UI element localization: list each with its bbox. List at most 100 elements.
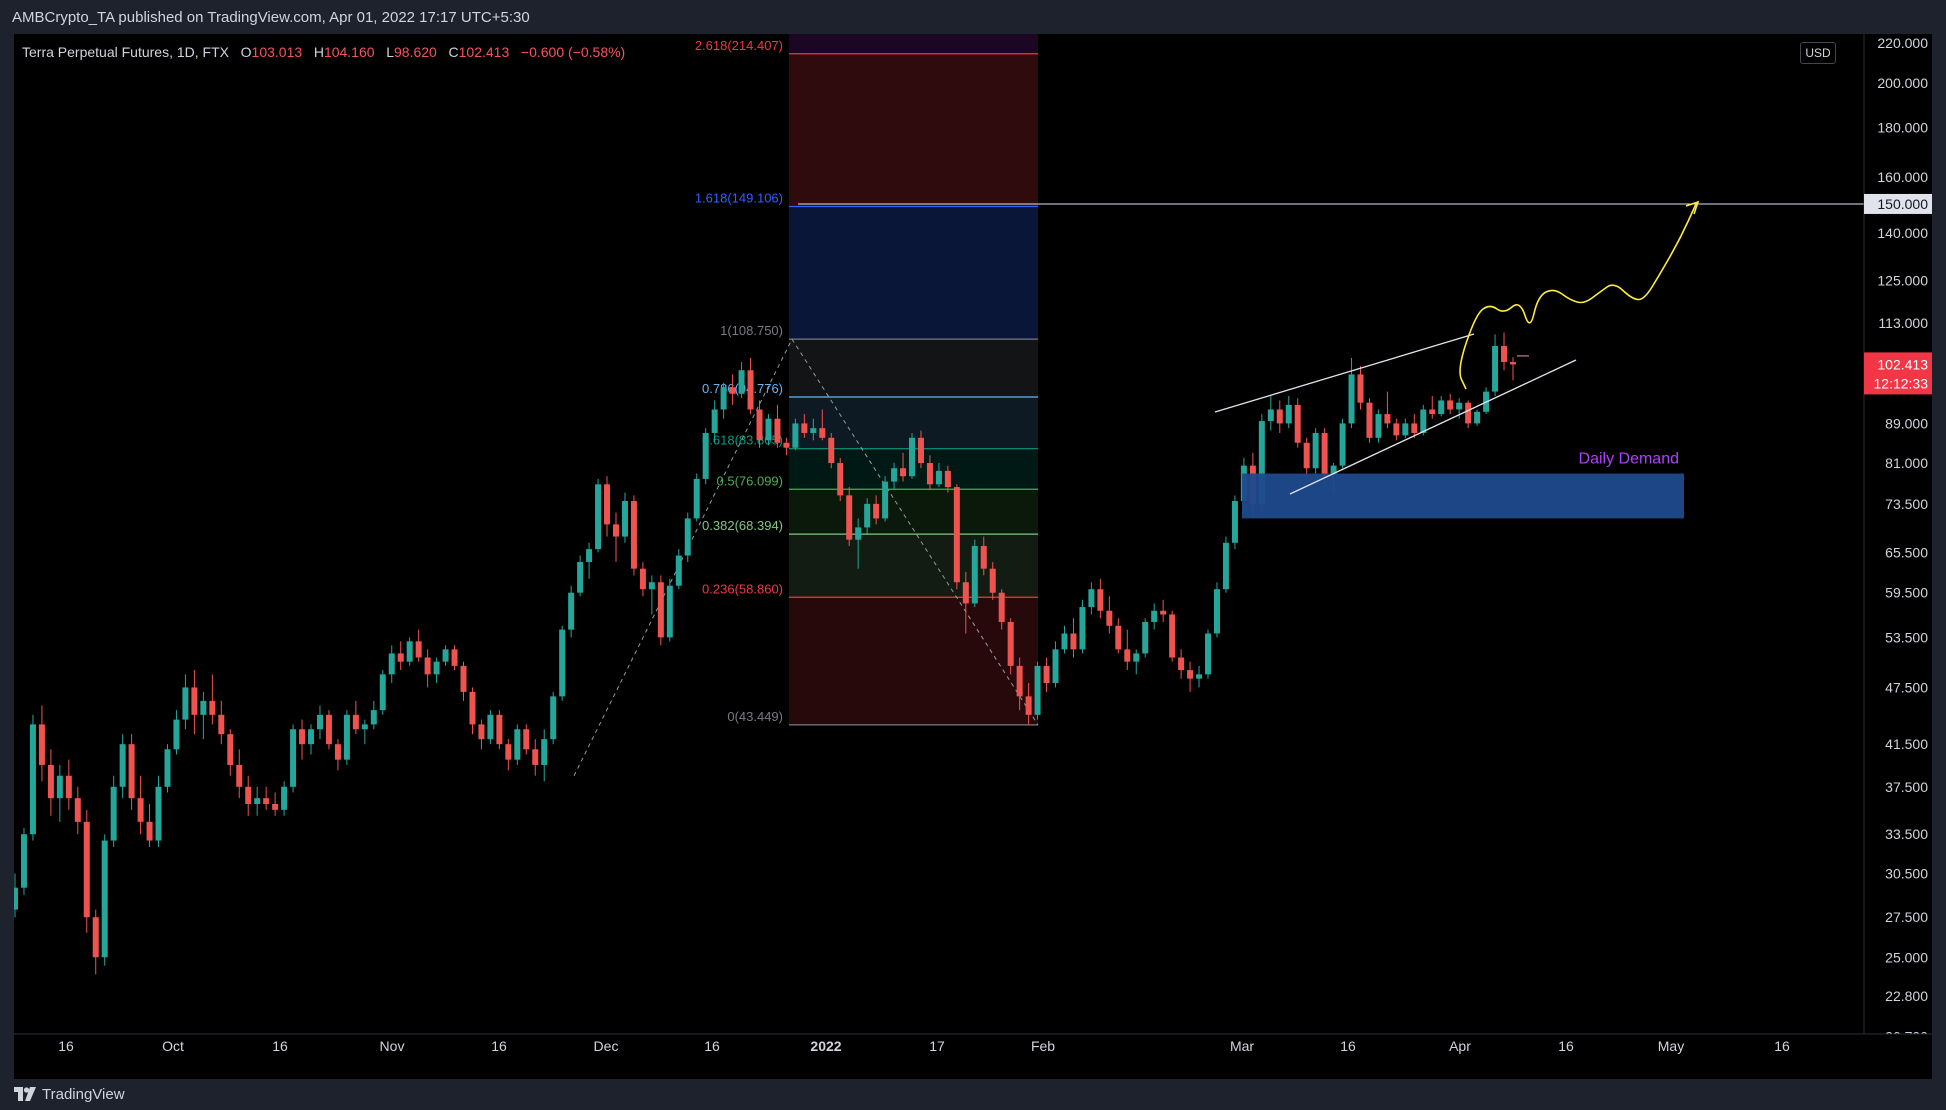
candle (496, 710, 503, 750)
price-tick-label: 30.500 (1885, 866, 1928, 882)
candle (630, 495, 637, 576)
candle (1474, 409, 1481, 426)
candle (612, 512, 619, 563)
candle (675, 549, 682, 590)
candle (559, 625, 566, 701)
candle-body (236, 764, 243, 787)
candle-body (1007, 621, 1014, 666)
candle-body (595, 484, 602, 550)
candle-body (756, 409, 763, 441)
candle-body (1429, 409, 1436, 415)
candle-body (837, 463, 844, 496)
candle-body (1294, 404, 1301, 443)
candle-body (290, 729, 297, 787)
candle-body (523, 729, 530, 750)
candle-body (1187, 670, 1194, 679)
candle (666, 578, 673, 642)
candle-body (1115, 625, 1122, 650)
price-tick-label: 22.800 (1885, 988, 1928, 1004)
candle-body (406, 641, 413, 662)
chart-area[interactable]: 0(43.449) 0.236(58.860) 0.382(68.394) 0.5(7… (12, 34, 1932, 1079)
close-label: C (448, 44, 459, 60)
fib-level-label: 1(108.750) (720, 323, 783, 338)
candle-body (496, 714, 503, 745)
candle-body (1205, 633, 1212, 675)
candle (819, 409, 826, 441)
candle-body (1151, 610, 1158, 622)
candle (756, 400, 763, 448)
price-tick-label: 25.000 (1885, 949, 1928, 965)
candle (935, 463, 942, 488)
symbol-legend: Terra Perpetual Futures, 1D, FTX O103.01… (22, 44, 625, 60)
candle (352, 700, 359, 735)
candle (442, 645, 449, 666)
candle (720, 382, 727, 419)
low-value: 98.620 (394, 44, 437, 60)
candle-body (1348, 374, 1355, 424)
price-level-tag-bg (1864, 193, 1932, 214)
price-chart[interactable]: 0(43.449) 0.236(58.860) 0.382(68.394) 0.5(7… (12, 34, 1932, 1079)
candle (191, 670, 198, 735)
drawings-layer[interactable]: Daily Demand (798, 200, 1864, 519)
candle-body (1438, 400, 1445, 415)
candle-body (720, 387, 727, 410)
candle-body (1447, 400, 1454, 410)
fib-level-label: 0.618(83.805) (702, 433, 783, 448)
candle (1492, 334, 1499, 396)
candle (926, 455, 933, 490)
candle-body (639, 568, 646, 590)
candle (900, 452, 907, 482)
candle-body (451, 649, 458, 666)
time-tick-label: 16 (1558, 1038, 1574, 1054)
candle (200, 691, 207, 740)
candle (164, 744, 171, 793)
candle (1142, 618, 1149, 658)
candle-body (935, 470, 942, 485)
candle (1106, 596, 1113, 634)
candle-body (1213, 589, 1220, 634)
last-price-tag-bg (1864, 352, 1932, 395)
candle (1178, 649, 1185, 679)
candle-body (666, 585, 673, 638)
last-price-value: 102.413 (1877, 356, 1928, 372)
demand-zone-label: Daily Demand (1579, 451, 1679, 468)
candle (774, 404, 781, 448)
candle-body (397, 653, 404, 662)
candle-body (119, 744, 126, 787)
candle-body (926, 463, 933, 485)
candle (586, 542, 593, 579)
candle (729, 374, 736, 405)
candle (1097, 578, 1104, 619)
candle (1205, 629, 1212, 679)
candle (953, 484, 960, 590)
price-tick-label: 220.000 (1877, 35, 1928, 51)
candle (550, 691, 557, 745)
candle-body (917, 437, 924, 464)
candle-body (1124, 649, 1131, 662)
candle-body (1034, 665, 1041, 715)
candle-body (370, 710, 377, 725)
candle (1465, 400, 1472, 429)
candle (1267, 395, 1274, 431)
currency-selector[interactable]: USD (1800, 42, 1836, 64)
candle-body (1097, 589, 1104, 611)
candle-body (65, 775, 72, 799)
candle-body (1321, 432, 1328, 474)
candle (1339, 418, 1346, 469)
candle-body (586, 549, 593, 563)
candle-body (900, 468, 907, 477)
open-value: 103.013 (251, 44, 303, 60)
price-tick-label: 65.500 (1885, 544, 1928, 560)
candle-body (1267, 409, 1274, 422)
candle-body (1196, 674, 1203, 679)
candle-body (648, 582, 655, 590)
candle (1501, 332, 1508, 371)
candle (711, 400, 718, 443)
candle-body (146, 821, 153, 841)
price-tick-label: 180.000 (1877, 119, 1928, 135)
candlestick-series (12, 332, 1516, 975)
fib-retracement-tool[interactable]: 0(43.449) 0.236(58.860) 0.382(68.394) 0.5(7… (573, 34, 1039, 776)
candle (604, 476, 611, 537)
candle-body (173, 719, 180, 750)
candle (568, 585, 575, 638)
